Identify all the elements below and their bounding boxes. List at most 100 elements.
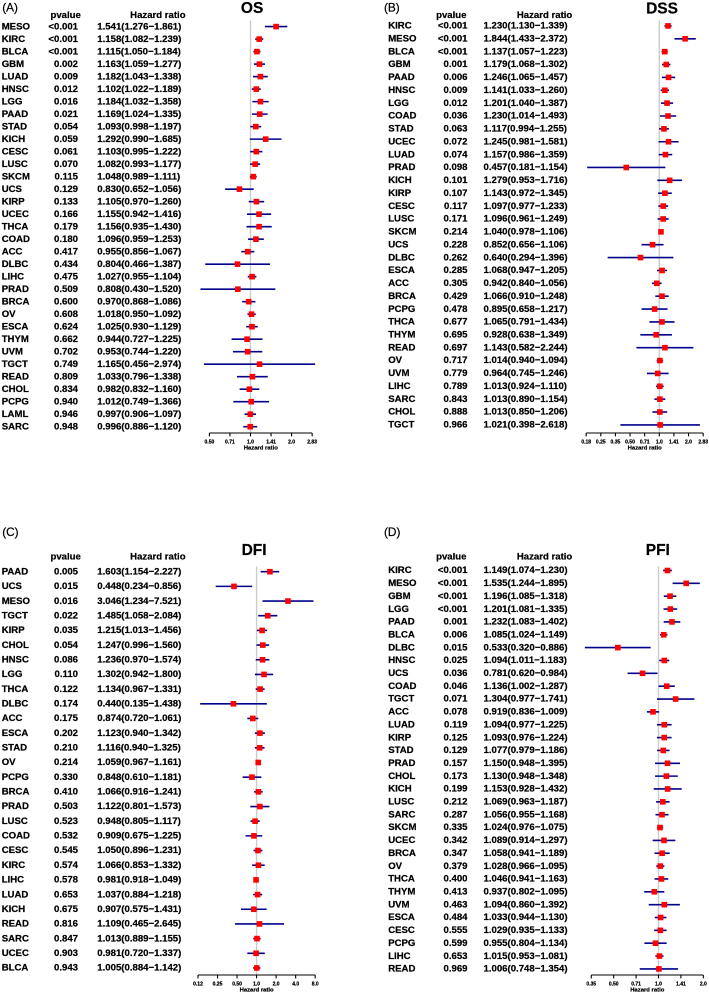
svg-text:1.033(0.944−1.130): 1.033(0.944−1.130)	[484, 912, 568, 923]
svg-text:LAML: LAML	[2, 409, 29, 420]
svg-text:0.848(0.610−1.181): 0.848(0.610−1.181)	[97, 772, 181, 783]
svg-text:MESO: MESO	[2, 21, 31, 32]
svg-text:1.137(1.057−1.223): 1.137(1.057−1.223)	[484, 46, 568, 57]
svg-text:0.919(0.836−1.009): 0.919(0.836−1.009)	[484, 707, 568, 718]
svg-text:0.25: 0.25	[596, 440, 606, 446]
svg-text:0.107: 0.107	[443, 188, 467, 199]
svg-text:OV: OV	[388, 861, 402, 872]
svg-text:0.015: 0.015	[54, 581, 79, 592]
svg-text:0.228: 0.228	[443, 239, 468, 250]
svg-text:UCEC: UCEC	[2, 209, 29, 220]
svg-text:KIRC: KIRC	[388, 21, 412, 32]
svg-text:1.245(0.981−1.581): 1.245(0.981−1.581)	[484, 136, 568, 147]
svg-text:0.71: 0.71	[640, 440, 650, 446]
svg-text:STAD: STAD	[2, 121, 27, 132]
svg-text:0.330: 0.330	[54, 772, 78, 783]
svg-text:LIHC: LIHC	[388, 381, 410, 392]
svg-text:0.830(0.652−1.056): 0.830(0.652−1.056)	[97, 184, 181, 195]
svg-text:0.781(0.620−0.984): 0.781(0.620−0.984)	[484, 668, 568, 679]
svg-text:0.948: 0.948	[54, 421, 79, 432]
svg-text:0.287: 0.287	[443, 809, 467, 820]
svg-text:0.125: 0.125	[443, 732, 468, 743]
svg-text:1.069(0.963−1.187): 1.069(0.963−1.187)	[484, 797, 568, 808]
svg-text:TGCT: TGCT	[388, 420, 414, 431]
svg-text:LGG: LGG	[2, 96, 23, 107]
svg-text:8.0: 8.0	[312, 981, 319, 987]
svg-text:<0.001: <0.001	[438, 591, 468, 602]
svg-text:1.068(0.947−1.205): 1.068(0.947−1.205)	[484, 265, 568, 276]
svg-text:HNSC: HNSC	[2, 84, 29, 95]
svg-text:0.749: 0.749	[54, 359, 78, 370]
svg-text:0.001: 0.001	[443, 617, 468, 628]
svg-text:0.843: 0.843	[443, 394, 467, 405]
svg-text:0.847: 0.847	[54, 933, 78, 944]
svg-text:MESO: MESO	[388, 34, 417, 45]
svg-text:Hazard ratio: Hazard ratio	[240, 988, 274, 994]
svg-text:<0.001: <0.001	[438, 604, 468, 615]
svg-text:0.210: 0.210	[54, 743, 78, 754]
svg-text:1.844(1.433−2.372): 1.844(1.433−2.372)	[484, 34, 568, 45]
svg-text:ACC: ACC	[388, 707, 409, 718]
svg-text:0.675: 0.675	[54, 904, 79, 915]
svg-text:PRAD: PRAD	[2, 801, 29, 812]
svg-text:KIRC: KIRC	[2, 34, 26, 45]
svg-text:0.50: 0.50	[609, 981, 619, 987]
svg-text:0.413: 0.413	[443, 887, 467, 898]
svg-text:ACC: ACC	[388, 278, 409, 289]
svg-text:1.094(1.011−1.183): 1.094(1.011−1.183)	[484, 655, 568, 666]
svg-text:1.013(0.889−1.155): 1.013(0.889−1.155)	[97, 933, 181, 944]
svg-text:THCA: THCA	[388, 874, 415, 885]
svg-text:0.928(0.638−1.349): 0.928(0.638−1.349)	[484, 330, 568, 341]
svg-text:0.653: 0.653	[54, 889, 78, 900]
svg-text:SARC: SARC	[2, 421, 29, 432]
svg-text:1.115(1.050−1.184): 1.115(1.050−1.184)	[97, 46, 181, 57]
svg-text:1.013(0.850−1.206): 1.013(0.850−1.206)	[484, 407, 568, 418]
svg-text:BRCA: BRCA	[2, 296, 30, 307]
svg-text:0.061: 0.061	[54, 146, 79, 157]
svg-text:0.335: 0.335	[443, 822, 468, 833]
svg-text:UCEC: UCEC	[388, 136, 415, 147]
svg-text:KICH: KICH	[2, 134, 26, 145]
svg-text:0.982(0.832−1.160): 0.982(0.832−1.160)	[97, 384, 181, 395]
svg-text:Hazard ratio: Hazard ratio	[130, 552, 186, 563]
svg-text:0.35: 0.35	[586, 981, 596, 987]
svg-text:<0.001: <0.001	[48, 34, 78, 45]
svg-text:1.179(1.068−1.302): 1.179(1.068−1.302)	[484, 59, 568, 70]
svg-text:TGCT: TGCT	[388, 694, 414, 705]
svg-text:1.196(1.085−1.318): 1.196(1.085−1.318)	[484, 591, 568, 602]
svg-text:0.434: 0.434	[54, 259, 79, 270]
svg-text:0.129: 0.129	[54, 184, 78, 195]
svg-text:0.808(0.430−1.520): 0.808(0.430−1.520)	[97, 284, 181, 295]
svg-text:1.093(0.976−1.224): 1.093(0.976−1.224)	[484, 732, 568, 743]
svg-text:1.102(1.022−1.189): 1.102(1.022−1.189)	[97, 84, 181, 95]
svg-text:LIHC: LIHC	[388, 951, 410, 962]
svg-text:0.943: 0.943	[54, 963, 78, 974]
svg-text:KIRP: KIRP	[388, 732, 412, 743]
svg-text:pvalue: pvalue	[50, 552, 80, 563]
svg-text:PAAD: PAAD	[2, 566, 29, 577]
svg-text:0.115: 0.115	[55, 171, 79, 182]
svg-text:1.013(0.890−1.154): 1.013(0.890−1.154)	[484, 394, 568, 405]
svg-text:DLBC: DLBC	[388, 642, 415, 653]
svg-text:0.599: 0.599	[443, 938, 467, 949]
svg-text:0.006: 0.006	[443, 72, 467, 83]
svg-text:0.410: 0.410	[54, 787, 78, 798]
svg-text:0.966: 0.966	[443, 420, 467, 431]
svg-text:STAD: STAD	[2, 743, 27, 754]
svg-text:0.804(0.466−1.387): 0.804(0.466−1.387)	[97, 259, 181, 270]
svg-text:1.085(1.024−1.149): 1.085(1.024−1.149)	[484, 630, 568, 641]
svg-text:0.997(0.906−1.097): 0.997(0.906−1.097)	[97, 409, 181, 420]
svg-text:READ: READ	[388, 342, 415, 353]
svg-text:0.874(0.720−1.061): 0.874(0.720−1.061)	[97, 713, 181, 724]
svg-text:1.302(0.942−1.800): 1.302(0.942−1.800)	[97, 669, 181, 680]
svg-text:COAD: COAD	[2, 234, 30, 245]
svg-text:1.025(0.930−1.129): 1.025(0.930−1.129)	[97, 321, 181, 332]
svg-text:<0.001: <0.001	[438, 565, 468, 576]
svg-text:0.054: 0.054	[54, 640, 79, 651]
svg-text:<0.001: <0.001	[48, 46, 78, 57]
svg-text:0.059: 0.059	[54, 134, 78, 145]
svg-text:1.105(0.970−1.260): 1.105(0.970−1.260)	[97, 196, 181, 207]
svg-text:1.232(1.083−1.402): 1.232(1.083−1.402)	[484, 617, 568, 628]
svg-text:(C): (C)	[2, 525, 18, 539]
svg-text:PCPG: PCPG	[388, 938, 415, 949]
